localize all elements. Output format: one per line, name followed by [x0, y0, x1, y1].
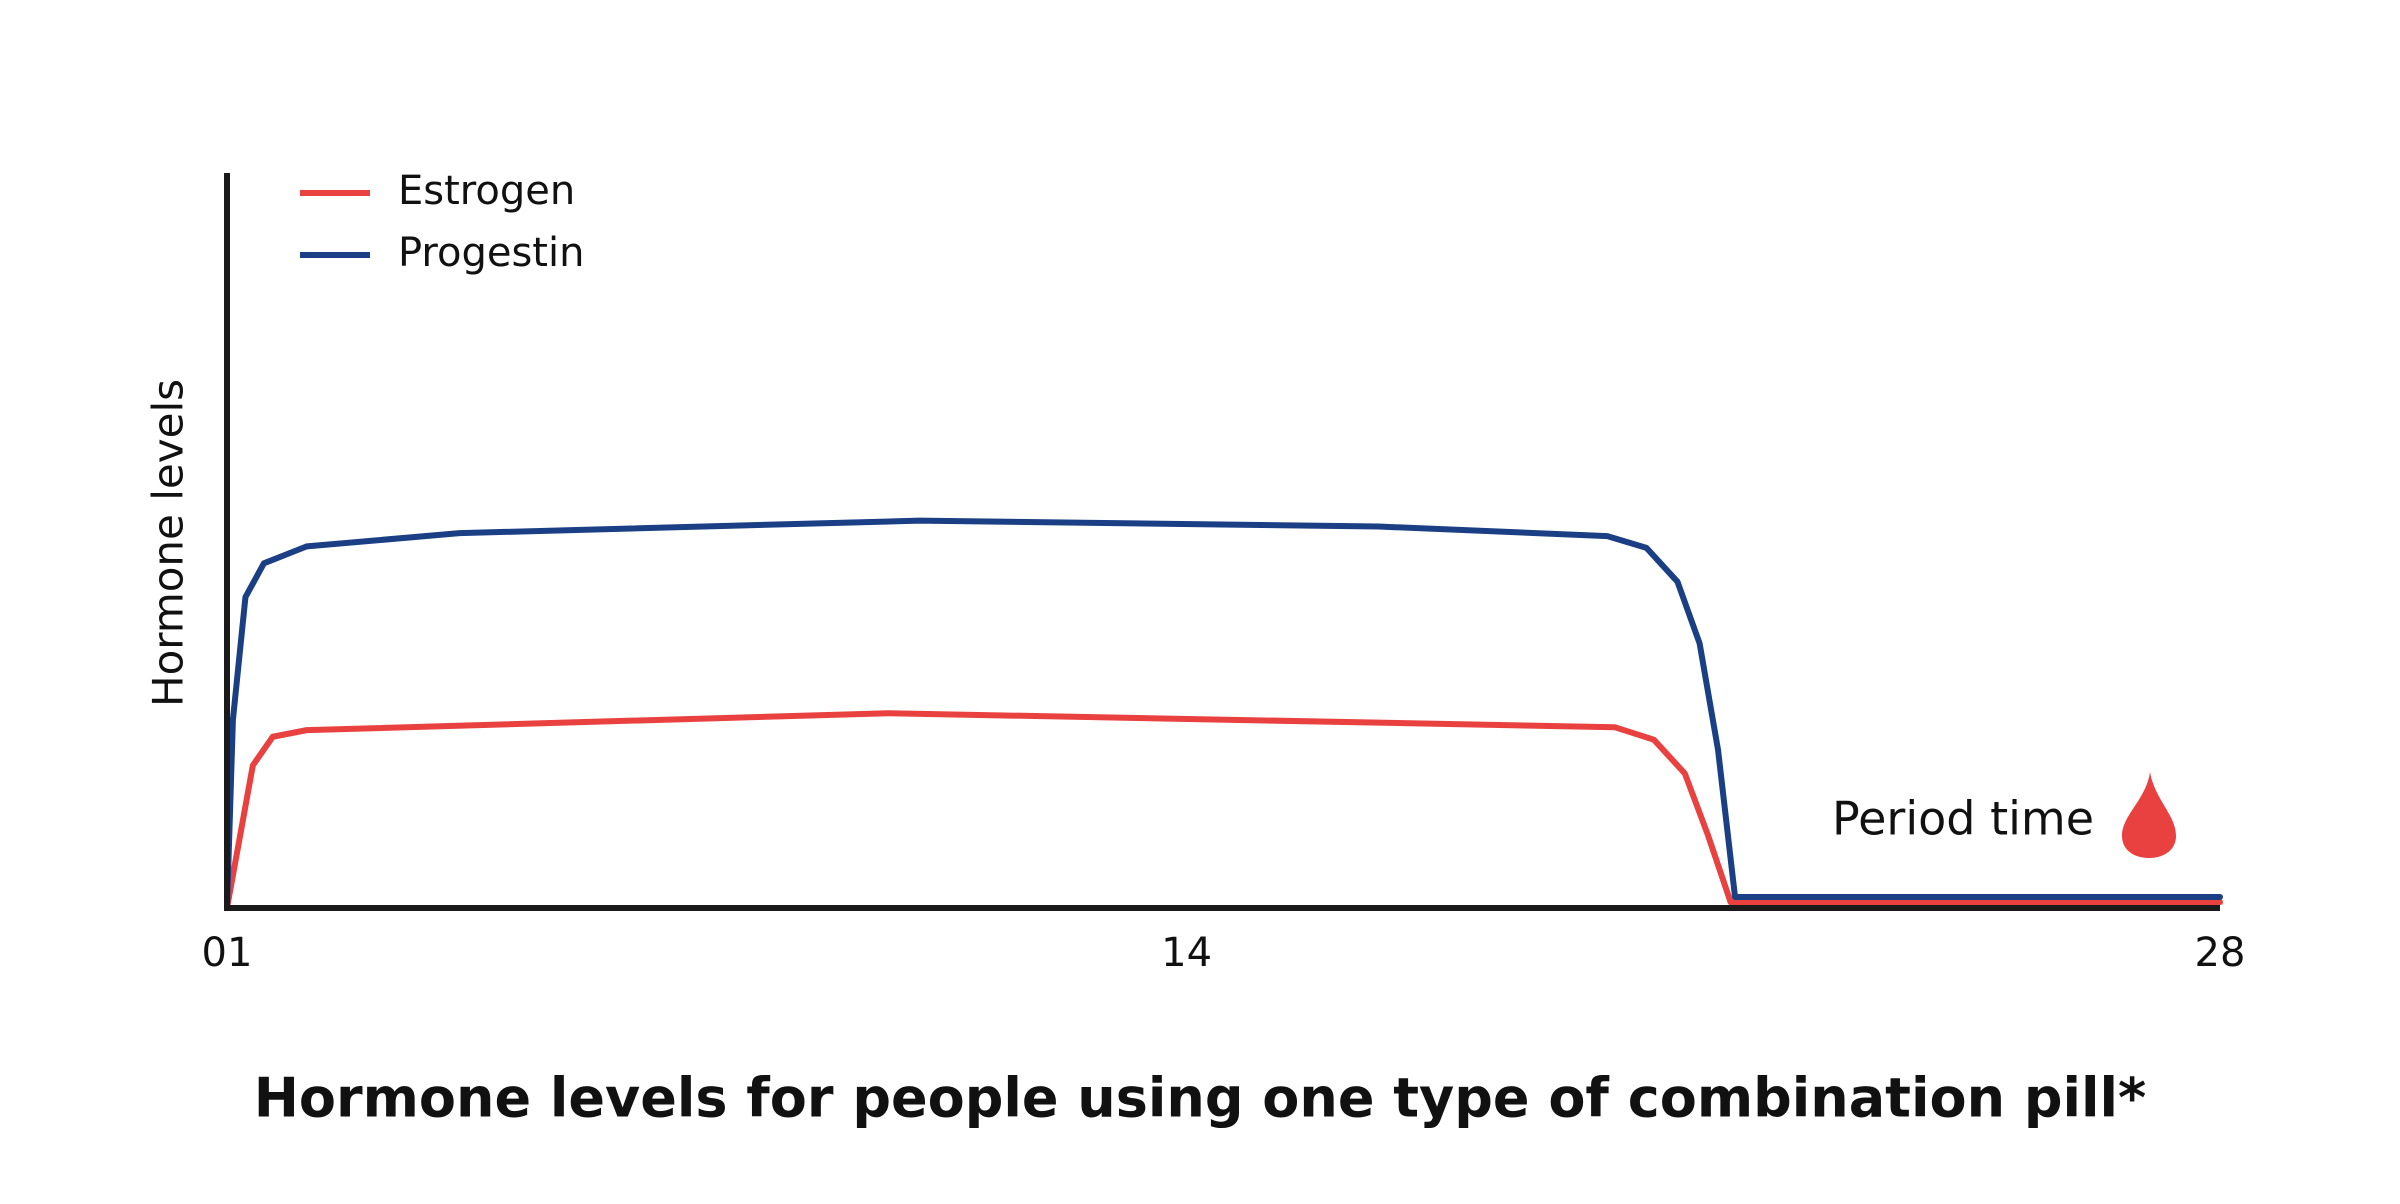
series-line	[224, 517, 2223, 911]
annotation: Period time	[1832, 792, 2094, 846]
x-tick-label: 14	[1161, 930, 1212, 976]
legend-label: Progestin	[398, 230, 584, 276]
x-tick-label: 01	[202, 930, 253, 976]
blood-drop-icon	[2122, 772, 2176, 858]
x-tick-label: 28	[2195, 930, 2246, 976]
series-line	[224, 710, 2223, 911]
chart-title: Hormone levels for people using one type…	[254, 1067, 2147, 1130]
legend-label: Estrogen	[398, 168, 575, 214]
y-axis-label: Hormone levels	[144, 379, 193, 707]
